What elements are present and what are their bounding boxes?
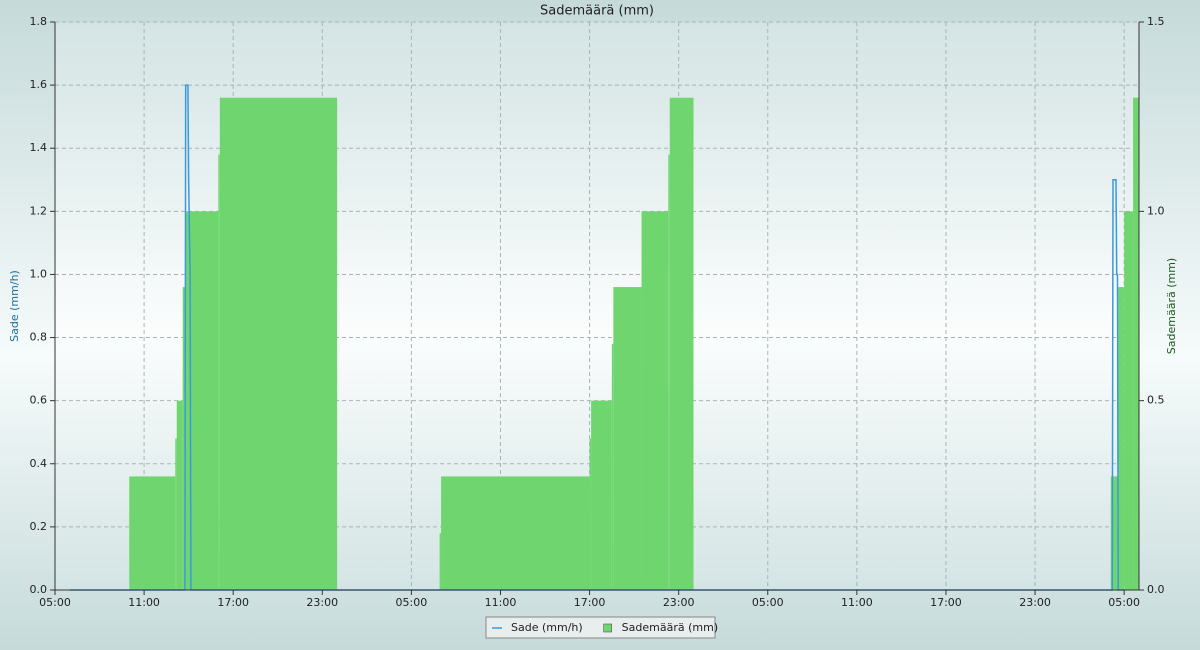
rain-area-step xyxy=(175,438,177,590)
rain-area-step xyxy=(439,533,442,590)
rain-area-step xyxy=(129,476,176,590)
rain-area-step xyxy=(1110,476,1119,590)
y2-axis-label: Sademäärä (mm) xyxy=(1165,258,1178,354)
x-tick-label: 11:00 xyxy=(485,596,517,609)
y2-tick-label: 0.5 xyxy=(1147,394,1165,407)
rain-area-step xyxy=(1124,211,1134,591)
legend-label: Sade (mm/h) xyxy=(511,621,583,634)
y-tick-label: 1.0 xyxy=(30,267,48,280)
x-tick-label: 17:00 xyxy=(574,596,606,609)
rain-area-step xyxy=(176,400,183,590)
legend-label: Sademäärä (mm) xyxy=(622,621,718,634)
x-tick-label: 17:00 xyxy=(217,596,249,609)
y2-tick-label: 1.5 xyxy=(1147,15,1165,28)
chart-title: Sademäärä (mm) xyxy=(540,4,654,19)
x-tick-label: 23:00 xyxy=(1019,596,1051,609)
y-tick-label: 0.4 xyxy=(30,457,48,470)
x-tick-label: 23:00 xyxy=(663,596,695,609)
y-tick-label: 0.8 xyxy=(30,331,48,344)
plot-layer xyxy=(54,21,1139,591)
rain-area-step xyxy=(219,97,338,590)
x-tick-label: 05:00 xyxy=(396,596,428,609)
y-tick-label: 0.2 xyxy=(30,520,48,533)
rain-area-step xyxy=(669,97,694,590)
rain-area-step xyxy=(668,154,670,591)
rain-area-step xyxy=(613,287,642,590)
x-tick-label: 05:00 xyxy=(39,596,71,609)
x-tick-label: 05:00 xyxy=(752,596,784,609)
y-tick-label: 0.6 xyxy=(30,394,48,407)
y-axis-label: Sade (mm/h) xyxy=(8,270,21,342)
legend xyxy=(485,616,716,639)
x-tick-label: 11:00 xyxy=(841,596,873,609)
rain-area-step xyxy=(611,343,614,590)
rain-area-step xyxy=(441,476,590,590)
x-tick-label: 17:00 xyxy=(930,596,962,609)
x-tick-label: 11:00 xyxy=(128,596,160,609)
rain-area-step xyxy=(1118,287,1125,590)
y2-tick-label: 0.0 xyxy=(1147,583,1165,596)
y-tick-label: 1.6 xyxy=(30,78,48,91)
rain-area-step xyxy=(641,211,669,591)
rain-area-step xyxy=(1133,97,1139,590)
y2-tick-label: 1.0 xyxy=(1147,204,1165,217)
legend-swatch xyxy=(603,623,612,633)
rain-area-step xyxy=(589,438,592,590)
y-tick-label: 1.8 xyxy=(30,15,48,28)
rain-area-step xyxy=(182,287,186,590)
x-tick-label: 23:00 xyxy=(306,596,338,609)
y-tick-label: 1.2 xyxy=(30,204,48,217)
y-tick-label: 1.4 xyxy=(30,141,48,154)
rain-area-step xyxy=(591,400,612,590)
rain-area-step xyxy=(218,154,220,591)
x-tick-label: 05:00 xyxy=(1108,596,1140,609)
y-tick-label: 0.0 xyxy=(30,583,48,596)
